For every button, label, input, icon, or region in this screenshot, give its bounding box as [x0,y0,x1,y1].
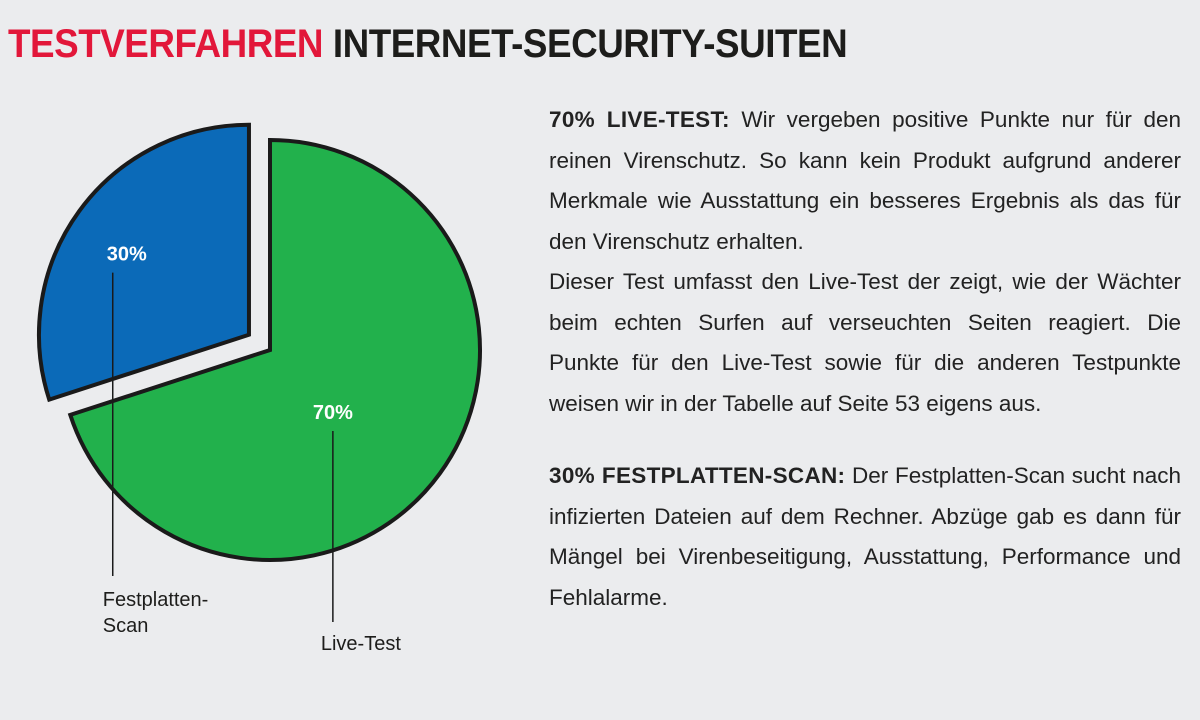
title-accent: TESTVERFAHREN [8,22,324,66]
description-text: 70% LIVE-TEST: Wir vergeben positive Pun… [549,100,1181,618]
slice-label-live-test: 70% [313,402,353,424]
live-test-body: Wir vergeben positive Punkte nur für den… [549,107,1181,254]
pie-slice-live-test [67,137,482,562]
paragraph-live-test: 70% LIVE-TEST: Wir vergeben positive Pun… [549,100,1181,262]
legend-label-line: Scan [103,615,149,637]
pie-chart: 70% 30% Festplatten- Scan Live-Test [37,122,482,655]
legend-label-festplatten-scan: Festplatten- Scan [103,589,209,637]
legend-label-line: Festplatten- [103,589,209,611]
festplatten-scan-body: Der Festplatten-Scan sucht nach infizier… [549,463,1181,610]
page-title: TESTVERFAHREN INTERNET-SECURITY-SUITEN [8,22,848,67]
festplatten-scan-heading: 30% FESTPLATTEN-SCAN: [549,463,846,488]
paragraph-festplatten-scan: 30% FESTPLATTEN-SCAN: Der Festplatten-Sc… [549,456,1181,618]
legend-label-live-test: Live-Test [321,633,401,655]
paragraph-live-test-details: Dieser Test umfasst den Live-Test der ze… [549,269,1181,416]
pie-slice-festplatten-scan [37,122,251,403]
slice-label-festplatten-scan: 30% [107,244,147,266]
title-main: INTERNET-SECURITY-SUITEN [332,22,848,66]
live-test-heading: 70% LIVE-TEST: [549,107,730,132]
